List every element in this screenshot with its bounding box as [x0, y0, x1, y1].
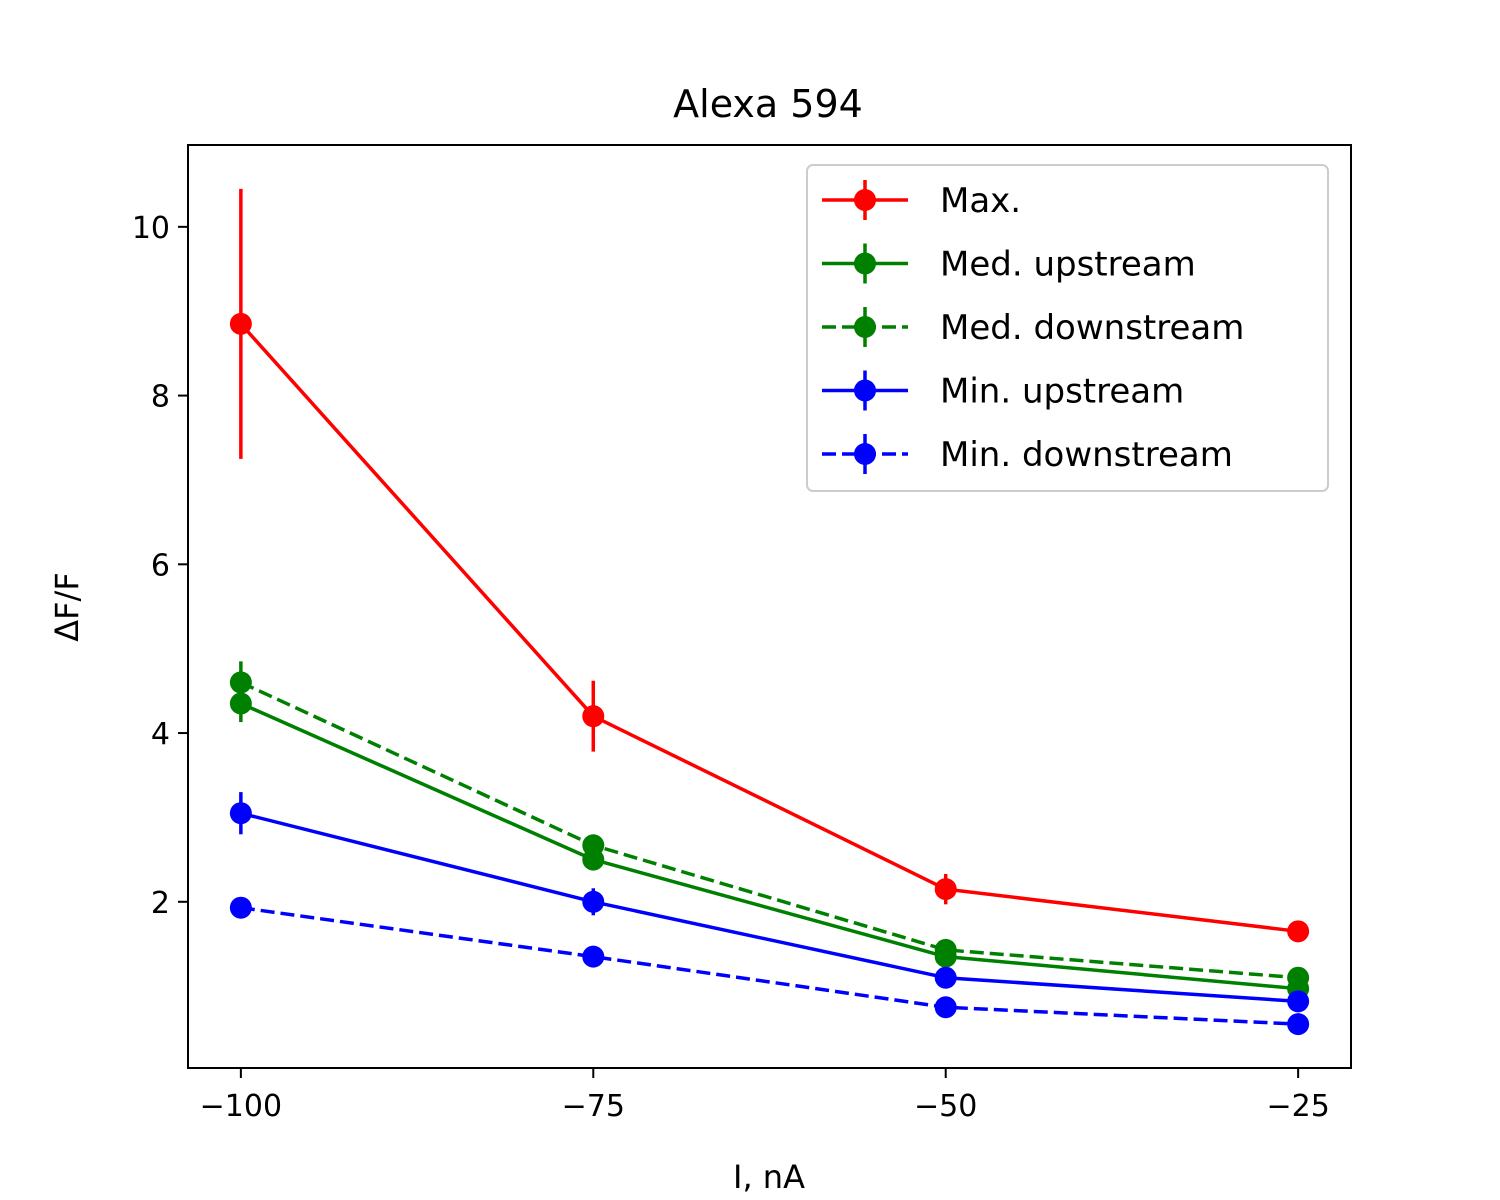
legend-marker [854, 379, 876, 402]
data-point [934, 966, 957, 989]
y-tick-label: 4 [151, 717, 170, 752]
legend-item-max: Max. [822, 180, 1021, 221]
legend-label: Min. upstream [940, 372, 1184, 412]
data-point [229, 802, 252, 825]
legend-marker [854, 252, 876, 275]
y-tick-label: 6 [151, 548, 170, 583]
series-min-downstream [229, 896, 1310, 1036]
data-point [934, 996, 957, 1019]
data-point [582, 945, 605, 968]
data-point [229, 671, 252, 694]
data-point [582, 834, 605, 857]
legend-label: Med. downstream [940, 308, 1244, 348]
legend-item-min-downstream: Min. downstream [822, 434, 1233, 475]
legend-label: Med. upstream [940, 245, 1196, 285]
series-max [229, 188, 1310, 943]
chart-title: Alexa 594 [673, 82, 863, 126]
x-axis-label: I, nA [733, 1158, 805, 1196]
legend-box [806, 164, 1329, 492]
series-med-upstream [229, 684, 1310, 1000]
y-tick-label: 8 [151, 380, 170, 415]
series-line [240, 905, 1299, 1026]
data-point [582, 705, 605, 728]
legend-label: Max. [940, 181, 1021, 221]
data-point [229, 896, 252, 919]
series-line [240, 680, 1299, 980]
y-tick-label: 10 [132, 211, 170, 246]
data-point [934, 878, 957, 901]
legend-item-min-upstream: Min. upstream [822, 370, 1184, 412]
legend-item-med-upstream: Med. upstream [822, 243, 1196, 285]
data-point [1287, 920, 1310, 943]
data-point [582, 890, 605, 913]
y-tick-label: 2 [151, 886, 170, 921]
legend: Max. Med. upstream Med. downstream Min. ups… [806, 164, 1329, 492]
x-tick-label: −50 [914, 1089, 977, 1124]
data-point [934, 938, 957, 961]
data-point [1287, 990, 1310, 1013]
series-line [240, 701, 1299, 991]
legend-marker [854, 316, 876, 338]
series-med-downstream [229, 661, 1310, 989]
data-point [1287, 966, 1310, 989]
plot-frame [187, 144, 1352, 1069]
x-tick-label: −100 [200, 1089, 282, 1124]
series-line [240, 811, 1299, 1004]
legend-label: Min. downstream [940, 435, 1233, 475]
legend-marker [854, 443, 876, 465]
x-tick-label: −25 [1266, 1089, 1329, 1124]
series-line [239, 322, 1299, 934]
data-point [229, 312, 252, 335]
series-min-upstream [229, 792, 1310, 1013]
legend-marker [854, 189, 876, 211]
y-axis-label: ΔF/F [48, 572, 86, 641]
legend-item-med-downstream: Med. downstream [822, 307, 1244, 348]
x-tick-label: −75 [562, 1089, 625, 1124]
data-point [1287, 1013, 1310, 1036]
